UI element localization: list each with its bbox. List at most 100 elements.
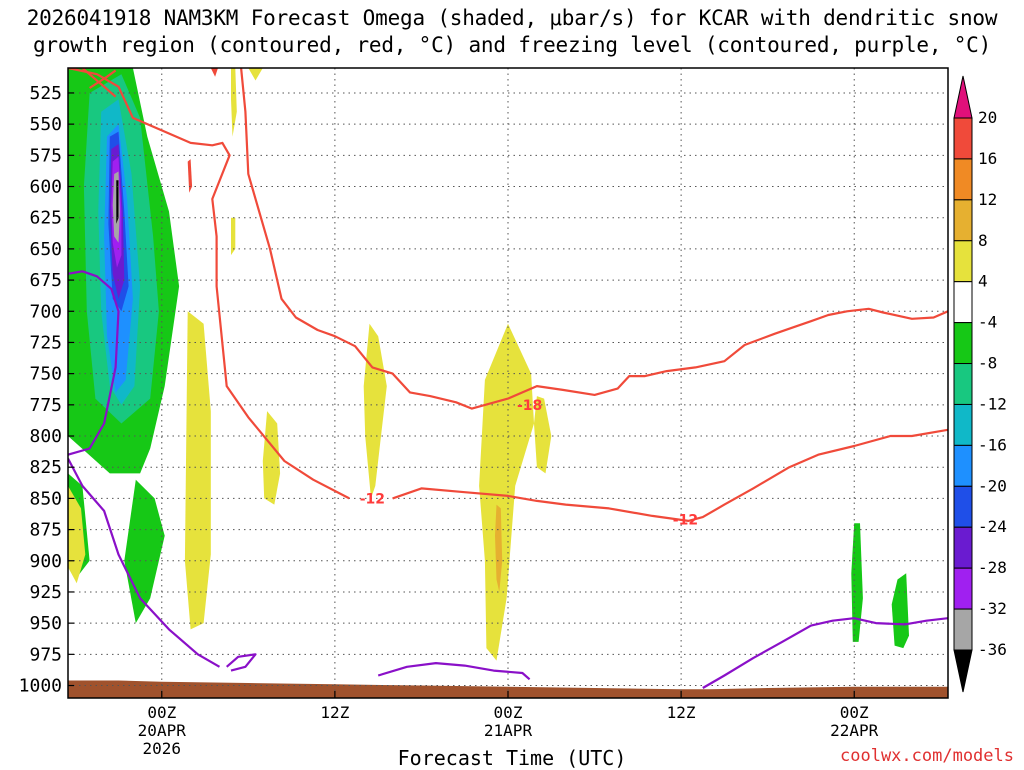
omega-orange-1	[495, 504, 503, 592]
contour-label: -12	[360, 491, 385, 507]
omega-yellow-5	[262, 411, 281, 505]
contour-labels: -12 -18 -12	[360, 398, 698, 529]
y-tick-label: 925	[29, 582, 62, 603]
colorbar: 20 16 12 8 4 -4 -8 -12 -16 -20 -24 -28 -32 -36	[953, 75, 1007, 693]
x-tick-label: 12Z	[320, 703, 349, 722]
colorbar-label: 20	[978, 108, 997, 127]
colorbar-box	[953, 403, 973, 446]
colorbar-box	[953, 322, 973, 365]
y-tick-label: 975	[29, 644, 62, 665]
terrain-fill	[68, 680, 948, 698]
omega-yellow-7	[363, 323, 387, 499]
x-tick-label: 21APR	[484, 721, 533, 740]
y-tick-label: 750	[29, 364, 62, 385]
colorbar-label: -12	[978, 394, 1007, 413]
omega-red-top	[210, 68, 218, 77]
colorbar-label: -16	[978, 435, 1007, 454]
y-tick-label: 700	[29, 301, 62, 322]
x-tick-label: 00Z	[840, 703, 869, 722]
contour-line	[89, 69, 117, 89]
y-tick-label: 525	[29, 83, 62, 104]
contour-line	[68, 68, 350, 500]
x-tick-label: 20APR	[138, 721, 187, 740]
y-tick-label: 825	[29, 457, 62, 478]
contour-line	[81, 68, 117, 98]
contour-lines	[68, 68, 948, 689]
y-tick-label: 600	[29, 177, 62, 198]
colorbar-label: -28	[978, 558, 1007, 577]
y-tick-label: 875	[29, 520, 62, 541]
y-tick-label: 575	[29, 145, 62, 166]
omega-black	[116, 180, 119, 224]
y-tick-label: 850	[29, 488, 62, 509]
colorbar-box	[953, 117, 973, 160]
colorbar-box	[953, 485, 973, 528]
colorbar-box	[953, 240, 973, 283]
y-tick-label: 675	[29, 270, 62, 291]
omega-yellow-8	[479, 323, 534, 661]
x-tick-label: 22APR	[830, 721, 879, 740]
omega-green-right-1	[851, 523, 863, 642]
colorbar-label: -4	[978, 313, 997, 332]
omega-red-1	[187, 159, 193, 193]
colorbar-box	[953, 363, 973, 405]
chart-subtitle: growth region (contoured, red, °C) and f…	[32, 33, 992, 57]
omega-yellow-9	[534, 396, 552, 474]
colorbar-box	[953, 567, 973, 610]
contour-line	[392, 428, 948, 523]
x-tick-label: 2026	[143, 739, 182, 758]
x-tick-label: 00Z	[147, 703, 176, 722]
contour-line	[377, 661, 531, 681]
colorbar-label: -36	[978, 640, 1007, 659]
y-tick-label: 1000	[19, 676, 62, 697]
colorbar-box	[953, 281, 973, 324]
y-tick-label: 625	[29, 208, 62, 229]
contour-line	[225, 653, 257, 672]
contour-label: -18	[517, 398, 542, 414]
colorbar-label: 4	[978, 272, 988, 291]
y-axis: 525 550 575 600 625 650 675 700 725 750 775 800 825 8…	[19, 83, 74, 697]
y-tick-label: 650	[29, 239, 62, 260]
omega-yellow-3	[231, 68, 237, 137]
contour-line	[702, 617, 948, 689]
omega-yellow-2	[184, 311, 211, 630]
y-tick-label: 950	[29, 613, 62, 634]
omega-yellow-4	[248, 68, 263, 81]
grid-lines	[68, 68, 948, 698]
colorbar-box	[953, 526, 973, 569]
colorbar-label: -24	[978, 517, 1007, 536]
colorbar-label: -32	[978, 599, 1007, 618]
x-axis-label: Forecast Time (UTC)	[397, 746, 627, 770]
contour-label: -12	[673, 513, 698, 529]
colorbar-label: -8	[978, 354, 997, 373]
colorbar-max-arrow	[953, 75, 973, 119]
colorbar-min-arrow	[953, 649, 973, 693]
terrain-layer	[68, 680, 948, 698]
x-tick-label: 12Z	[667, 703, 696, 722]
watermark[interactable]: coolwx.com/models	[840, 746, 1014, 766]
colorbar-box	[953, 608, 973, 651]
y-tick-label: 900	[29, 551, 62, 572]
y-tick-label: 725	[29, 332, 62, 353]
colorbar-label: 16	[978, 149, 997, 168]
colorbar-box	[953, 444, 973, 487]
y-tick-label: 775	[29, 395, 62, 416]
contour-line	[68, 457, 221, 668]
chart-title: 2026041918 NAM3KM Forecast Omega (shaded…	[26, 6, 998, 30]
colorbar-box	[953, 158, 973, 201]
contour-line	[68, 270, 120, 456]
x-tick-label: 00Z	[494, 703, 523, 722]
contour-line	[240, 68, 948, 410]
colorbar-label: 12	[978, 190, 997, 209]
colorbar-label: 8	[978, 231, 988, 250]
colorbar-label: -20	[978, 476, 1007, 495]
omega-shading	[68, 68, 909, 661]
y-tick-label: 800	[29, 426, 62, 447]
omega-green-right-2	[891, 573, 909, 649]
y-tick-label: 550	[29, 114, 62, 135]
omega-yellow-6	[231, 217, 236, 256]
colorbar-box	[953, 199, 973, 242]
omega-yellow-1	[68, 485, 86, 584]
